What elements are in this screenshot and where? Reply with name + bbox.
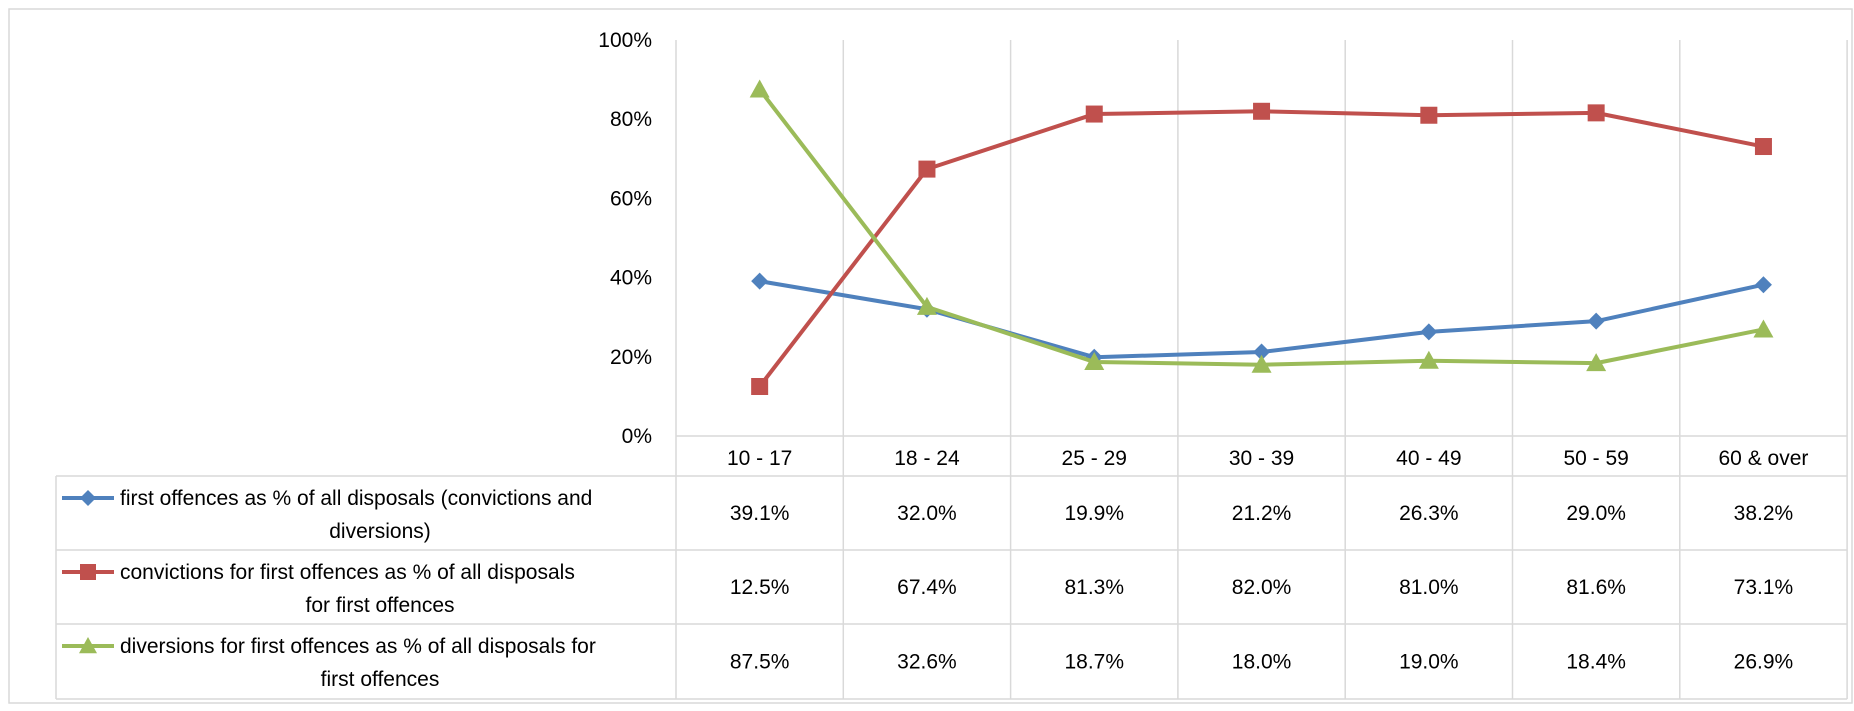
data-table-value: 73.1% (1734, 576, 1794, 599)
data-point-marker (751, 378, 769, 395)
data-point-marker (1587, 312, 1605, 330)
category-label: 30 - 39 (1229, 447, 1294, 470)
data-table-value: 38.2% (1734, 502, 1794, 525)
data-point-marker (1253, 102, 1271, 120)
data-point-marker (1253, 343, 1271, 361)
gridlines (675, 40, 1848, 699)
data-point-marker (918, 160, 936, 178)
data-point-marker (1251, 354, 1272, 373)
category-label: 18 - 24 (894, 447, 960, 470)
data-point-marker (1754, 138, 1772, 156)
y-tick-label: 0% (622, 425, 652, 448)
data-point-marker (1754, 276, 1772, 294)
y-axis-tick-labels: 0% 20% 40% 60% 80% 100% (598, 29, 652, 448)
legend-marker (79, 637, 97, 654)
series-group (751, 102, 1772, 395)
data-table-value: 87.5% (730, 651, 790, 674)
series-lines (749, 79, 1774, 395)
data-table-value: 67.4% (897, 576, 957, 599)
data-table-value: 19.0% (1399, 651, 1459, 674)
data-table-value: 29.0% (1566, 502, 1626, 525)
data-table-value: 18.4% (1566, 651, 1626, 674)
series-name: first offences as % of all disposals (co… (120, 487, 592, 510)
data-point-marker (1753, 319, 1774, 338)
data-table-value: 12.5% (730, 576, 790, 599)
series-name: first offences (321, 668, 440, 691)
category-label: 40 - 49 (1396, 447, 1461, 470)
data-table-value: 19.9% (1064, 502, 1124, 525)
data-point-marker (1084, 351, 1105, 370)
data-table-value: 18.0% (1232, 651, 1292, 674)
data-table-value: 32.0% (897, 502, 957, 525)
series-name: diversions for first offences as % of al… (120, 635, 596, 658)
data-table-value: 18.7% (1064, 651, 1124, 674)
data-point-marker (1587, 104, 1605, 122)
data-table-value: 21.2% (1232, 502, 1292, 525)
chart-border (8, 8, 1853, 704)
data-point-marker (916, 296, 937, 315)
series-group (749, 79, 1774, 373)
data-table-value: 26.9% (1734, 651, 1794, 674)
data-table-value: 81.6% (1566, 576, 1626, 599)
data-table-value: 82.0% (1232, 576, 1292, 599)
y-tick-label: 60% (610, 187, 652, 210)
data-table-value: 39.1% (730, 502, 790, 525)
data-point-marker (1418, 350, 1439, 369)
category-label: 25 - 29 (1062, 447, 1127, 470)
data-point-marker (1586, 353, 1607, 372)
data-table: 10 - 17 18 - 24 25 - 29 30 - 39 40 - 49 50 - … (55, 435, 1848, 700)
data-point-marker (1420, 323, 1438, 341)
category-label: 60 & over (1719, 447, 1809, 470)
category-label: 10 - 17 (727, 447, 792, 470)
y-tick-label: 40% (610, 267, 652, 290)
y-tick-label: 20% (610, 346, 652, 369)
data-point-marker (1085, 105, 1103, 123)
data-table-value: 32.6% (897, 651, 957, 674)
y-tick-label: 80% (610, 108, 652, 131)
series-name: for first offences (305, 594, 454, 617)
y-tick-label: 100% (598, 29, 652, 52)
category-label: 50 - 59 (1563, 447, 1628, 470)
series-name: convictions for first offences as % of a… (120, 561, 575, 584)
data-table-value: 26.3% (1399, 502, 1459, 525)
legend-marker (80, 564, 96, 580)
data-point-marker (751, 272, 769, 290)
data-table-value: 81.0% (1399, 576, 1459, 599)
data-point-marker (1420, 106, 1438, 124)
data-point-marker (749, 79, 770, 98)
data-table-value: 81.3% (1064, 576, 1124, 599)
series-name: diversions) (329, 520, 431, 543)
legend-marker (80, 490, 96, 506)
